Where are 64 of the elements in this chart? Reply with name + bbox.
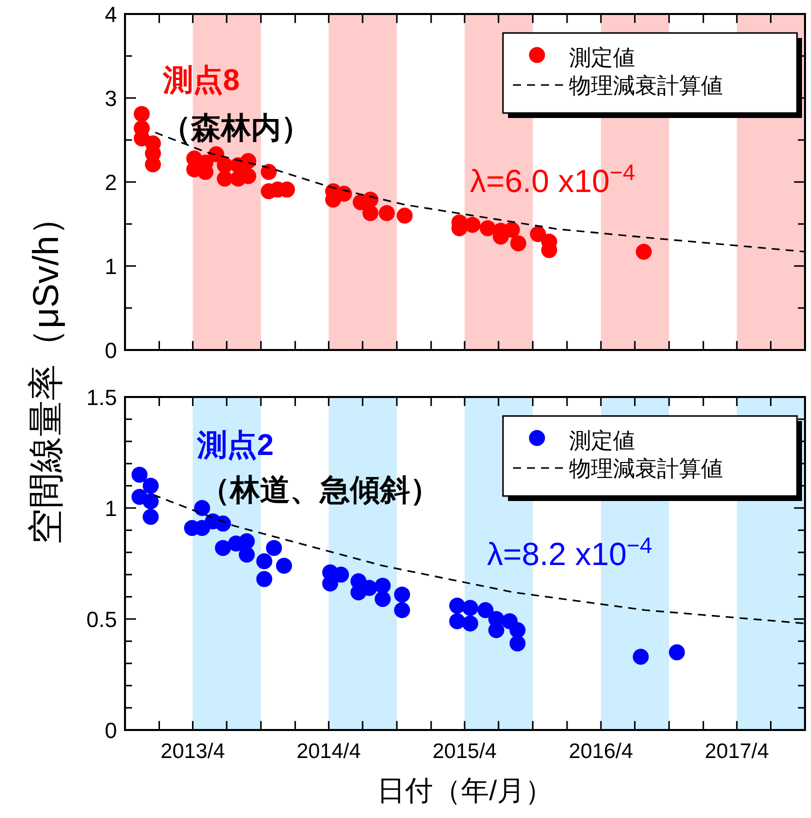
point <box>480 220 496 236</box>
annotation: λ=8.2 x10$^{−4}$ <box>487 532 652 572</box>
point <box>132 466 148 483</box>
x-tick-label: 2016/4 <box>568 740 634 763</box>
point <box>214 540 231 556</box>
point <box>276 558 292 574</box>
point <box>668 644 685 660</box>
point <box>260 164 277 180</box>
y-tick-label: 3 <box>104 86 117 111</box>
y-tick-label: 4 <box>104 2 117 27</box>
point <box>510 622 526 638</box>
point <box>142 478 159 494</box>
y-tick-label: 2 <box>104 170 117 195</box>
annotation: 測点8 <box>162 64 240 97</box>
legend-label: 測定値 <box>569 45 635 70</box>
point <box>504 222 520 238</box>
annotation: λ=6.0 x10$^{−4}$ <box>470 160 636 199</box>
point <box>256 553 272 570</box>
x-tick-label: 2015/4 <box>432 740 498 763</box>
y-tick-label: 1 <box>104 496 117 521</box>
y-tick-label: 1.5 <box>86 385 117 410</box>
point <box>266 540 282 556</box>
point <box>449 613 466 630</box>
legend-label: 物理減衰計算値 <box>569 456 723 481</box>
point <box>238 533 255 550</box>
y-tick-label: 0 <box>104 338 117 363</box>
point <box>240 153 256 169</box>
point <box>362 205 378 222</box>
point <box>530 226 546 242</box>
point <box>142 493 159 510</box>
y-tick-label: 1 <box>104 254 117 279</box>
point <box>256 571 272 588</box>
point <box>396 208 413 224</box>
point <box>462 600 478 616</box>
point <box>510 235 526 252</box>
point <box>636 244 652 260</box>
point <box>510 635 526 652</box>
annotation: （森林内） <box>161 112 311 145</box>
x-tick-label: 2013/4 <box>160 740 226 763</box>
legend-label: 物理減衰計算値 <box>569 73 723 98</box>
point <box>216 170 233 187</box>
point <box>394 586 410 603</box>
x-tick-label: 2017/4 <box>704 740 770 763</box>
y-tick-label: 0 <box>104 718 117 743</box>
legend-label: 測定値 <box>569 428 635 453</box>
x-axis-title: 日付（年/月） <box>377 775 553 806</box>
y-axis-title: 空間線量率（μSv/h） <box>25 200 66 544</box>
point <box>194 500 210 516</box>
point <box>134 106 150 122</box>
point <box>477 602 494 618</box>
x-tick-label: 2014/4 <box>296 740 362 763</box>
point <box>449 598 466 614</box>
point <box>378 205 395 222</box>
point <box>374 591 391 608</box>
point <box>462 615 478 632</box>
annotation: 測点2 <box>196 429 274 462</box>
point <box>394 602 410 618</box>
point <box>142 508 159 525</box>
point <box>238 546 255 563</box>
y-tick-label: 0.5 <box>86 607 117 632</box>
point <box>374 578 391 594</box>
point <box>632 648 649 665</box>
point <box>214 516 231 532</box>
annotation: （林道、急傾斜） <box>200 474 440 507</box>
